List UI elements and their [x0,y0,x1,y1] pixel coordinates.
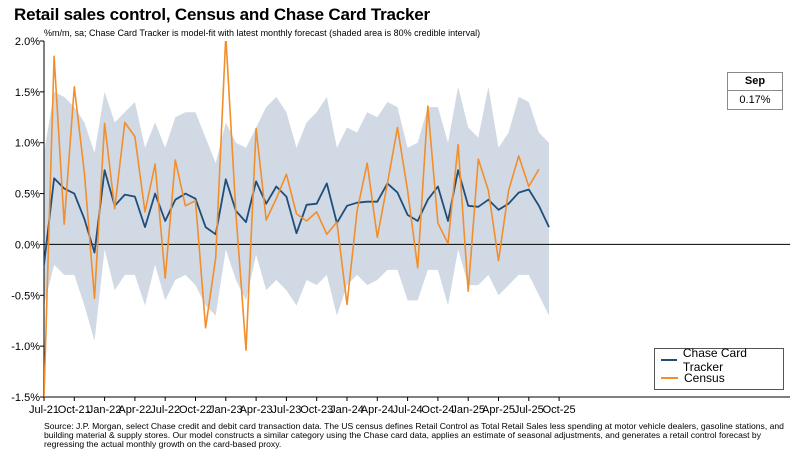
legend-label-chase: Chase Card Tracker [682,346,747,374]
x-tick-label: Oct-21 [58,404,91,416]
y-tick-label: 0.5% [15,189,40,201]
y-tick-label: -1.5% [11,392,40,404]
source-note: Source: J.P. Morgan, select Chase credit… [44,421,784,449]
chase-card-tracker-line [44,169,550,265]
x-tick-label: Oct-23 [300,404,333,416]
x-tick-label: Oct-24 [421,404,454,416]
x-tick-label: Oct-22 [179,404,212,416]
y-tick-label: 2.0% [15,36,40,48]
x-tick-label: Jan-25 [451,404,485,416]
x-tick-label: Jan-22 [88,404,122,416]
chart-title: Retail sales control, Census and Chase C… [14,5,430,24]
x-tick-label: Jul-22 [150,404,180,416]
x-tick-label: Jul-23 [271,404,301,416]
legend-item-census: Census [661,370,725,386]
x-tick-label: Jul-24 [393,404,423,416]
x-tick-label: Jan-24 [330,404,364,416]
census-line [44,41,540,397]
y-tick-label: -1.0% [11,341,40,353]
y-tick-label: 1.0% [15,138,40,150]
x-tick-label: Oct-25 [543,404,576,416]
x-tick-label: Apr-24 [361,404,394,416]
x-tick-label: Jan-23 [209,404,243,416]
chart-subtitle: %m/m, sa; Chase Card Tracker is model-fi… [44,28,481,38]
y-tick-label: -0.5% [11,290,40,302]
x-tick-label: Apr-22 [118,404,151,416]
legend-swatch-census [661,377,678,379]
x-tick-label: Jul-21 [29,404,59,416]
x-tick-label: Apr-25 [482,404,515,416]
callout-month: Sep [728,73,782,91]
chart-legend: Chase Card Tracker Census [654,346,784,390]
legend-swatch-chase [661,359,677,361]
latest-forecast-callout: Sep 0.17% [727,72,783,110]
y-tick-label: 1.5% [15,87,40,99]
callout-value: 0.17% [739,94,771,106]
x-tick-label: Jul-25 [514,404,544,416]
x-tick-label: Apr-23 [240,404,273,416]
y-tick-label: 0.0% [15,239,40,251]
legend-label-census: Census [684,371,725,385]
legend-item-chase: Chase Card Tracker [661,346,783,374]
